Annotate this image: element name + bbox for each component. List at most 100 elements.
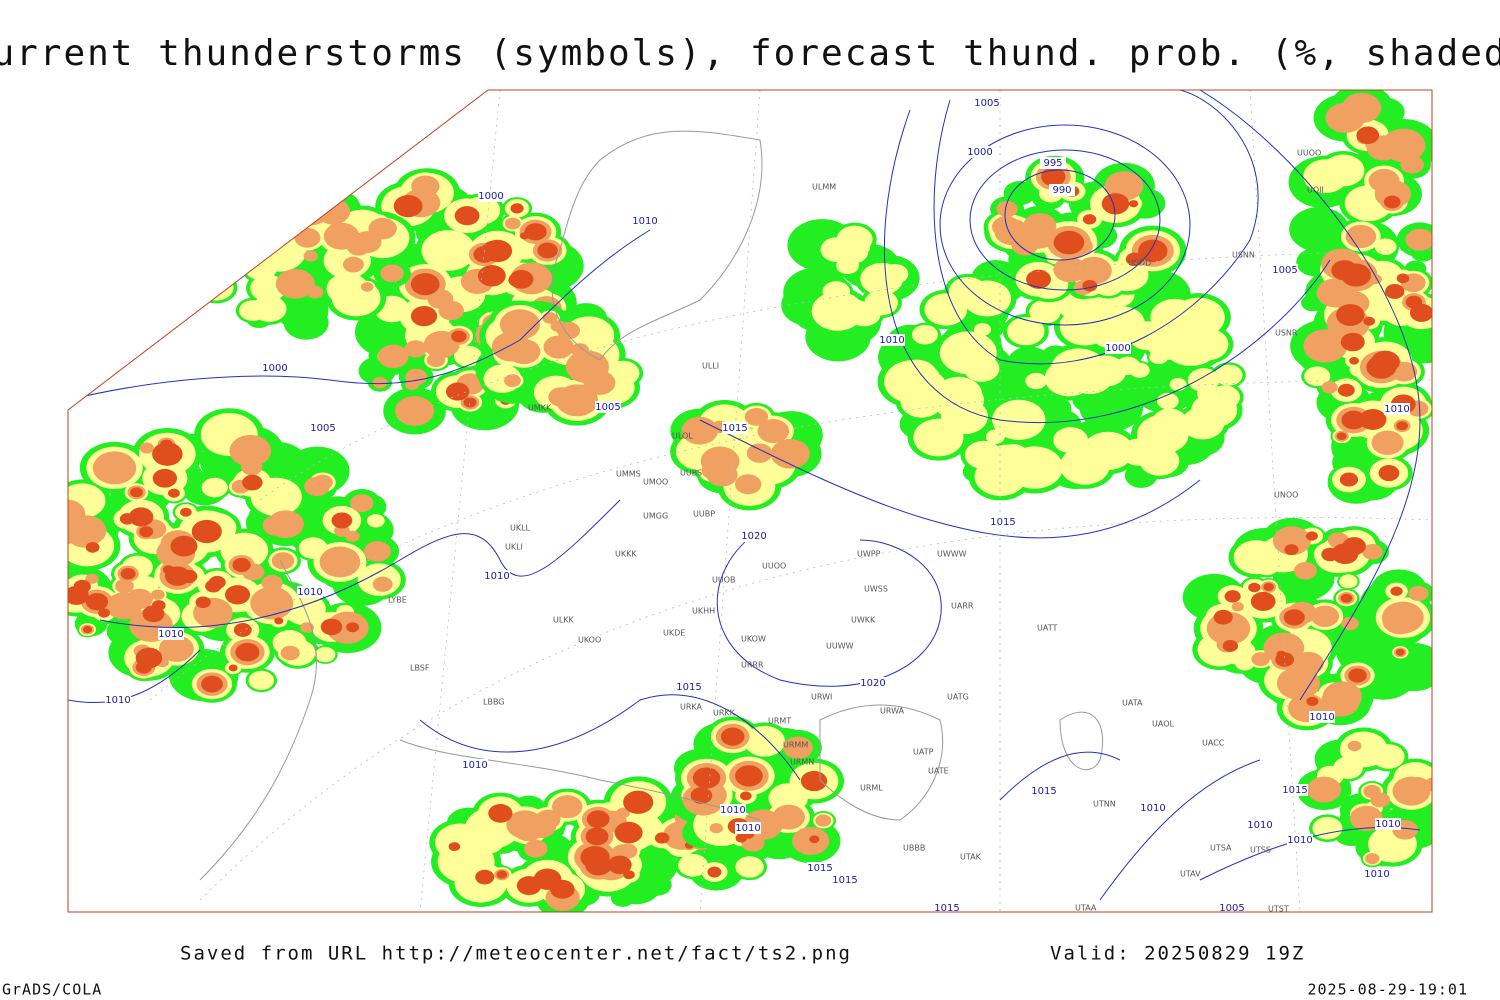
- shade-cell: [524, 839, 548, 858]
- shade-cell: [881, 263, 909, 284]
- shade-cell: [884, 360, 942, 404]
- isobar-label: 1000: [967, 147, 992, 158]
- isobar-label: 1010: [105, 695, 130, 706]
- shade-cell: [1405, 295, 1423, 309]
- shade-cell: [1405, 777, 1430, 796]
- shade-cell: [294, 227, 321, 248]
- coast: [199, 559, 761, 881]
- isobar-label-bg: [1031, 785, 1057, 797]
- shade-cell: [404, 340, 427, 358]
- isobar-label-bg: [1375, 818, 1401, 830]
- shade-cell: [238, 213, 281, 246]
- shade-cell: [1152, 408, 1188, 435]
- shade-cell: [152, 442, 183, 466]
- isobar-label: 1005: [595, 402, 620, 413]
- isobar-label-bg: [1219, 902, 1245, 912]
- shade-cell: [274, 617, 284, 625]
- shade-cell: [939, 331, 997, 375]
- shade-cell: [496, 870, 508, 879]
- shade-cell: [1340, 263, 1372, 287]
- station-label: URWI: [811, 693, 832, 702]
- shade-cell: [477, 265, 506, 287]
- isobar-label: 1010: [297, 587, 322, 598]
- isobar-label: 1015: [676, 682, 701, 693]
- shade-cell: [228, 664, 238, 672]
- shade-cell: [815, 814, 832, 827]
- shade-cell: [1082, 431, 1134, 470]
- isobar-label: 1010: [1384, 404, 1409, 415]
- shade-cell: [1362, 544, 1383, 560]
- shade-cell: [1169, 377, 1187, 391]
- shade-cell: [1213, 609, 1233, 625]
- isobar-label-bg: [1247, 819, 1273, 831]
- shade-cell: [973, 323, 991, 337]
- shade-cell: [1284, 544, 1299, 556]
- shade-cell: [229, 434, 272, 467]
- shade-cell: [372, 576, 393, 592]
- shade-cell: [740, 791, 752, 801]
- shade-cell: [570, 343, 589, 358]
- shade-cell: [1312, 816, 1343, 840]
- shade-cell: [1025, 372, 1047, 390]
- station-label: UATP: [913, 748, 934, 757]
- shade-cell: [707, 866, 722, 878]
- shade-cell: [1390, 586, 1403, 596]
- isobar-label: 1000: [262, 363, 287, 374]
- shade-cell: [720, 727, 745, 746]
- shade-cell: [585, 827, 609, 846]
- shade-cell: [1310, 605, 1340, 628]
- station-label: URRR: [741, 661, 764, 670]
- shade-cell: [427, 289, 454, 309]
- coast: [1059, 711, 1104, 770]
- shade-cell: [550, 879, 575, 899]
- shade-cell: [524, 223, 547, 241]
- shade-cell: [1222, 640, 1239, 652]
- shade-cell: [1293, 562, 1317, 580]
- shade-cell: [1053, 230, 1085, 255]
- station-label: UWPP: [857, 550, 881, 559]
- shade-cell: [85, 542, 100, 553]
- shade-cell: [1424, 777, 1432, 792]
- shade-cell: [1307, 776, 1342, 803]
- shade-cell: [1349, 805, 1383, 831]
- shade-cell: [1396, 319, 1432, 364]
- coast: [819, 704, 944, 821]
- shade-cell: [298, 537, 328, 559]
- shade-cell: [271, 552, 295, 570]
- coastlines: [199, 130, 1104, 881]
- station-label: UKHH: [692, 607, 715, 616]
- isobar-label: 1020: [741, 531, 766, 542]
- shade-cell: [508, 272, 528, 288]
- shade-cell: [119, 513, 135, 525]
- station-label: UTST: [1268, 905, 1289, 914]
- shade-cell: [115, 578, 134, 594]
- isobar-label-bg: [832, 874, 858, 886]
- shade-cell: [820, 237, 854, 263]
- shade-cell: [246, 219, 273, 240]
- shade-cell: [235, 642, 260, 662]
- isobar-label-bg: [1282, 784, 1308, 796]
- shade-cell: [453, 345, 482, 367]
- shade-cell: [190, 221, 230, 252]
- isobar-label: 1005: [1272, 265, 1297, 276]
- shade-cell: [735, 765, 763, 787]
- shade-cell: [552, 795, 583, 819]
- station-label: USNR: [1275, 329, 1298, 338]
- map-labels: 1005 1000 995 990 1000 1010 1005 1010 1000 1000 10…: [105, 97, 1410, 914]
- shade-cell: [1396, 421, 1408, 431]
- station-label: UWSS: [864, 585, 888, 594]
- shade-cell: [746, 443, 773, 463]
- isobar-label-bg: [1040, 157, 1066, 169]
- shade-cell: [262, 247, 296, 272]
- shade-cell: [1197, 387, 1213, 400]
- shade-cell: [1339, 574, 1358, 589]
- isobar-label-bg: [462, 759, 488, 771]
- station-label: UATG: [947, 693, 969, 702]
- station-label: URMT: [768, 717, 791, 726]
- shade-cell: [448, 842, 461, 852]
- shade-cell: [614, 821, 643, 844]
- station-label: USNN: [1232, 251, 1255, 260]
- shade-cell: [701, 461, 726, 480]
- station-label: URMM: [783, 741, 808, 750]
- shade-cell: [783, 736, 813, 759]
